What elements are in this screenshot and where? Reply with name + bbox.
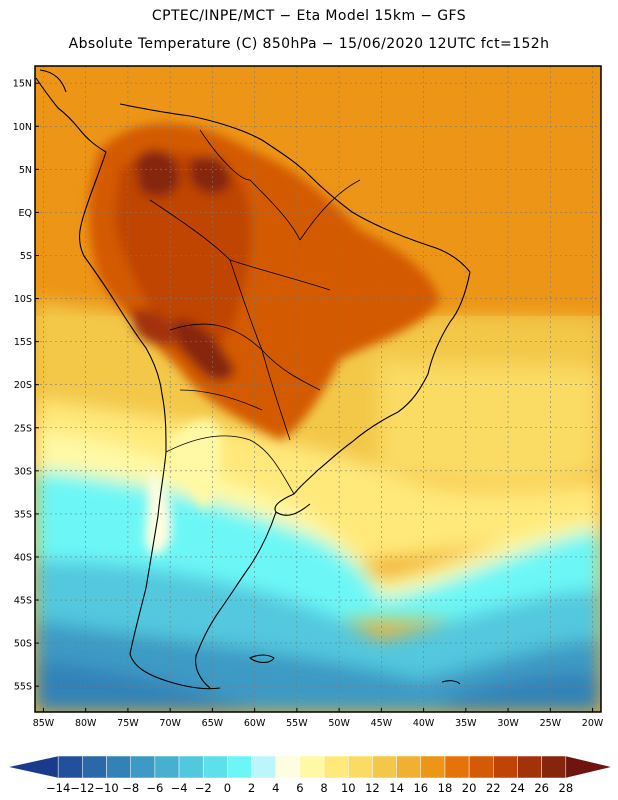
colorbar-label: 0 — [224, 781, 231, 795]
lon-tick-label: 35W — [455, 718, 477, 729]
lon-tick-label: 65W — [202, 718, 224, 729]
colorbar-swatch — [372, 755, 397, 779]
colorbar-swatch — [154, 755, 180, 779]
colorbar: −14 −12 −10 −8 −6 −4 −2 0 2 4 6 8 10 12 14 16 18 20 22 24 26… — [7, 755, 613, 795]
colorbar-label: −8 — [122, 781, 139, 795]
lon-tick-label: 45W — [371, 718, 393, 729]
colorbar-swatch — [420, 755, 446, 779]
lat-tick-label: 45S — [14, 596, 32, 607]
colorbar-swatch — [396, 755, 422, 779]
country-borders — [149, 129, 361, 495]
map-title-line2: Absolute Temperature (C) 850hPa − 15/06/… — [68, 36, 550, 52]
colorbar-label: 6 — [296, 781, 303, 795]
colorbar-swatch — [565, 755, 613, 779]
colorbar-label: 18 — [438, 781, 453, 795]
lat-tick-label: 15N — [13, 79, 32, 90]
lat-tick-label: 20S — [14, 380, 32, 391]
colorbar-label: 8 — [320, 781, 327, 795]
colorbar-swatch — [323, 755, 349, 779]
lon-tick-label: 75W — [117, 718, 139, 729]
colorbar-swatch — [299, 755, 325, 779]
colorbar-swatch — [493, 755, 518, 779]
colorbar-swatch — [82, 755, 107, 779]
colorbar-swatch — [275, 755, 301, 779]
colorbar-swatch — [227, 755, 252, 779]
colorbar-swatch — [251, 755, 276, 779]
lat-tick-label: 25S — [14, 423, 32, 434]
colorbar-label: −4 — [171, 781, 188, 795]
lon-tick-label: 55W — [286, 718, 308, 729]
lon-tick-label: 80W — [75, 718, 97, 729]
colorbar-swatch — [541, 755, 567, 779]
lat-tick-label: 50S — [14, 639, 32, 650]
colorbar-label: 16 — [413, 781, 428, 795]
lon-tick-label: 40W — [413, 718, 435, 729]
colorbar-label: −6 — [146, 781, 163, 795]
lon-tick-label: 20W — [582, 718, 604, 729]
temperature-field — [35, 66, 601, 712]
colorbar-swatch — [202, 755, 228, 779]
lon-tick-label: 30W — [497, 718, 519, 729]
lat-tick-label: 35S — [14, 509, 32, 520]
lon-tick-label: 60W — [244, 718, 266, 729]
lat-tick-label: 10S — [14, 294, 32, 305]
colorbar-label: 22 — [486, 781, 501, 795]
colorbar-label: 4 — [272, 781, 279, 795]
colorbar-swatch — [106, 755, 131, 779]
colorbar-label: 28 — [559, 781, 574, 795]
colorbar-label: 24 — [510, 781, 525, 795]
lat-tick-label: 55S — [14, 682, 32, 693]
colorbar-swatch — [178, 755, 204, 779]
longitude-tick-labels: 85W 80W 75W 70W 65W 60W 55W 50W 45W 40W 35W 30W 25W 2… — [33, 708, 604, 729]
lat-tick-label: 5N — [19, 165, 32, 176]
map-gridlines — [35, 66, 601, 712]
lat-tick-label: 30S — [14, 466, 32, 477]
colorbar-label: 2 — [248, 781, 255, 795]
latitude-tick-labels: 15N 10N 5N EQ 5S 10S 15S 20S 25S 30S 35S 40S 45S 50S 5… — [13, 79, 39, 693]
colorbar-swatch — [348, 755, 373, 779]
lon-tick-label: 50W — [328, 718, 350, 729]
lat-tick-label: 5S — [20, 251, 32, 262]
colorbar-label: −14 — [46, 781, 70, 795]
lat-tick-label: 40S — [14, 552, 32, 563]
colorbar-swatch — [468, 755, 494, 779]
colorbar-swatch — [7, 755, 59, 779]
colorbar-label: −12 — [70, 781, 94, 795]
lat-tick-label: 15S — [14, 337, 32, 348]
colorbar-swatch — [444, 755, 470, 779]
colorbar-label: 20 — [462, 781, 477, 795]
colorbar-label: 10 — [341, 781, 356, 795]
colorbar-label: −10 — [94, 781, 118, 795]
map-title-line1: CPTEC/INPE/MCT − Eta Model 15km − GFS — [151, 8, 467, 24]
colorbar-label: 12 — [365, 781, 380, 795]
lat-tick-label: EQ — [19, 208, 32, 219]
lat-tick-label: 10N — [13, 122, 32, 133]
colorbar-label: −2 — [195, 781, 212, 795]
colorbar-swatch — [517, 755, 542, 779]
lon-tick-label: 85W — [33, 718, 55, 729]
lon-tick-label: 70W — [159, 718, 181, 729]
map-frame — [34, 65, 602, 713]
lon-tick-label: 25W — [540, 718, 562, 729]
colorbar-swatch — [57, 755, 83, 779]
colorbar-label: 14 — [389, 781, 404, 795]
colorbar-swatch — [130, 755, 156, 779]
coastlines — [35, 69, 471, 690]
colorbar-label: 26 — [534, 781, 549, 795]
